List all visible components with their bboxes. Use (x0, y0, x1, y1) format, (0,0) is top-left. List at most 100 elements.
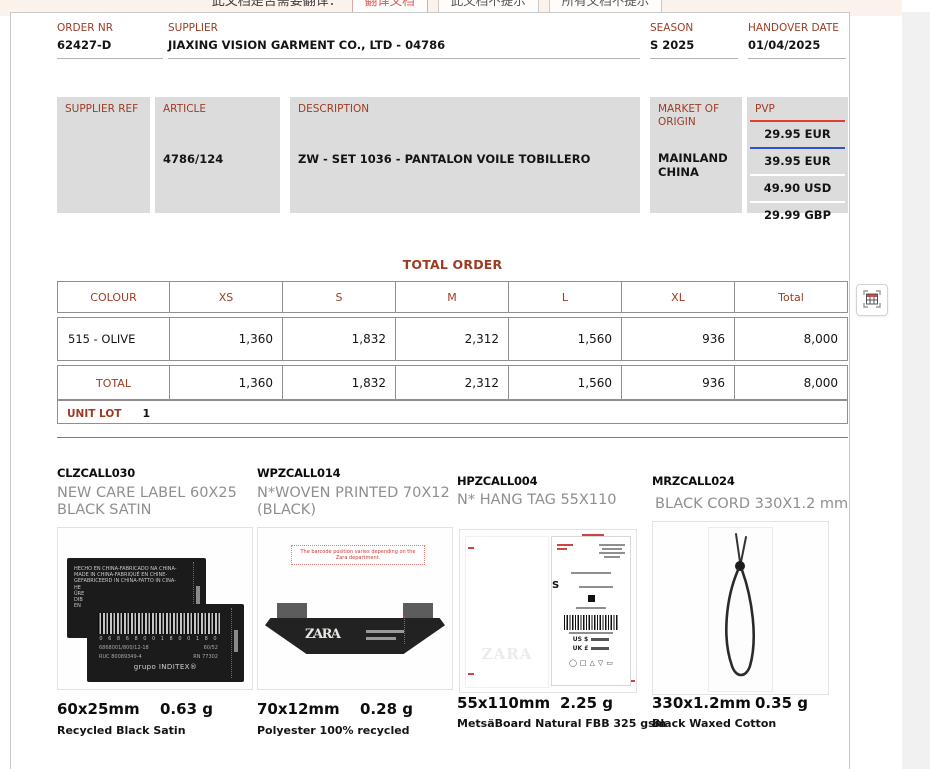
pvp-price: 49.90 USD (763, 181, 832, 195)
component-weight: 0.28 g (360, 700, 413, 718)
care-ruc: RUC 80089349-4 (99, 654, 142, 660)
col-header-s: S (283, 281, 396, 313)
woven-label-image: The barcode position varies depending on… (257, 527, 453, 690)
order-nr-label: ORDER NR (57, 22, 114, 34)
component-material: Recycled Black Satin (57, 724, 186, 737)
red-annotation (582, 534, 604, 536)
care-label-image: HECHO EN CHINA-FABRICADO NA CHINA- MADE … (57, 527, 253, 690)
price-currency: US $ (572, 635, 589, 643)
total-order-title: TOTAL ORDER (402, 257, 503, 272)
qty-l: 1,560 (509, 317, 622, 361)
component-dimensions: 70x12mm (257, 700, 340, 718)
size-letter: S (552, 580, 560, 591)
unit-lot-value: 1 (142, 407, 151, 420)
component-material: Polyester 100% recycled (257, 724, 410, 737)
pvp-separator (750, 174, 845, 176)
qty-xs: 1,360 (170, 317, 283, 361)
pvp-label: PVP (755, 103, 775, 115)
table-select-icon (862, 289, 882, 312)
table-row: 515 - OLIVE 1,360 1,832 2,312 1,560 936 … (57, 317, 848, 361)
hang-tag-front: ZARA (465, 536, 549, 688)
component-title: NEW CARE LABEL 60X25 BLACK SATIN (57, 485, 237, 518)
field-season: SEASON S 2025 (650, 22, 738, 59)
colour-cell: 515 - OLIVE (57, 317, 170, 361)
care-label-front: 0 6 8 6 8 0 0 1 8 0 0 1 8 0 6868001/800/… (87, 604, 244, 682)
component-title: BLACK CORD 330X1.2 mm (655, 496, 849, 512)
woven-label-shape (265, 618, 445, 654)
red-guide-line (404, 616, 405, 644)
article-block: ARTICLE 4786/124 (155, 97, 280, 213)
right-gutter (902, 12, 930, 769)
season-value: S 2025 (650, 38, 738, 59)
care-symbols: ◯ □ △ ▽ ▭ (569, 658, 613, 667)
total-row-label: TOTAL (57, 365, 170, 401)
order-nr-value: 62427-D (57, 38, 163, 59)
component-weight: 2.25 g (560, 694, 613, 712)
component-weight: 0.63 g (160, 700, 213, 718)
supplier-ref-block: SUPPLIER REF (57, 97, 150, 213)
care-text-line: EN (74, 603, 81, 610)
total-l: 1,560 (509, 365, 622, 401)
cord-image (652, 521, 829, 695)
component-title: N* HANG TAG 55X110 (457, 492, 617, 508)
field-supplier: SUPPLIER JIAXING VISION GARMENT CO., LTD… (168, 22, 640, 59)
total-xl: 936 (622, 365, 735, 401)
pvp-price: 29.95 EUR (764, 127, 831, 141)
handover-date-value: 01/04/2025 (748, 38, 846, 59)
total-xs: 1,360 (170, 365, 283, 401)
component-material: Black Waxed Cotton (652, 717, 777, 730)
total-s: 1,832 (283, 365, 396, 401)
fold-tab (403, 603, 433, 620)
care-text-line: HE (74, 584, 81, 591)
field-handover-date: HANDOVER DATE 01/04/2025 (748, 22, 846, 59)
care-text-line: GEFABRICEERD IN CHINA-FATTO IN CINA- (74, 578, 176, 585)
care-text-line: HECHO EN CHINA-FABRICADO NA CHINA- (74, 566, 177, 572)
unit-lot-box: UNIT LOT 1 (57, 399, 848, 424)
inditex-brand: grupo INDITEX® (133, 663, 198, 671)
market-of-origin-block: MARKET OF ORIGIN MAINLAND CHINA (650, 97, 742, 213)
fold-tab (277, 603, 307, 620)
table-header-row: COLOUR XS S M L XL Total (57, 281, 848, 313)
red-scribble (557, 542, 573, 560)
care-text-line: ÜRE (74, 590, 85, 597)
table-total-row: TOTAL 1,360 1,832 2,312 1,560 936 8,000 (57, 365, 848, 401)
market-of-origin-label: MARKET OF ORIGIN (658, 103, 720, 128)
component-title: N*WOVEN PRINTED 70X12 (BLACK) (257, 485, 450, 518)
pvp-blue-separator (750, 147, 845, 149)
article-label: ARTICLE (163, 103, 207, 115)
total-m: 2,312 (396, 365, 509, 401)
colour-square (587, 595, 595, 602)
qty-xl: 936 (622, 317, 735, 361)
qty-m: 2,312 (396, 317, 509, 361)
component-code: CLZCALL030 (57, 466, 136, 480)
barcode (564, 615, 618, 630)
pvp-block: PVP 29.95 EUR 39.95 EUR 49.90 USD 29.99 … (747, 97, 848, 222)
supplier-value: JIAXING VISION GARMENT CO., LTD - 04786 (168, 38, 640, 59)
article-value: 4786/124 (163, 152, 224, 166)
section-divider (57, 437, 848, 438)
season-label: SEASON (650, 22, 694, 34)
component-material: MetsäBoard Natural FBB 325 gsm (457, 717, 667, 730)
qty-s: 1,832 (283, 317, 396, 361)
zara-watermark: ZARA (481, 645, 533, 663)
price-currency: UK £ (572, 644, 589, 652)
text-block (599, 542, 625, 560)
col-header-m: M (396, 281, 509, 313)
component-code: WPZCALL014 (257, 466, 341, 480)
col-header-total: Total (735, 281, 848, 313)
barcode-number: 0 6 8 6 8 0 0 1 8 0 0 1 8 0 (99, 636, 219, 642)
zara-logo: ZARA (305, 627, 341, 642)
handover-date-label: HANDOVER DATE (748, 22, 839, 34)
barcode-position-note: The barcode position varies depending on… (291, 545, 425, 565)
col-header-xs: XS (170, 281, 283, 313)
care-reg-left: 6868001/800/12-18 (99, 645, 149, 651)
care-text-line: DIB (74, 597, 83, 604)
description-block: DESCRIPTION ZW - SET 1036 - PANTALON VOI… (290, 97, 640, 213)
field-order-nr: ORDER NR 62427-D (57, 22, 163, 59)
description-label: DESCRIPTION (298, 103, 370, 115)
table-tool-button[interactable] (856, 284, 888, 316)
total-order-table: COLOUR XS S M L XL Total 515 - OLIVE 1,3… (57, 277, 848, 405)
col-header-xl: XL (622, 281, 735, 313)
component-dimensions: 330x1.2mm (652, 694, 751, 712)
